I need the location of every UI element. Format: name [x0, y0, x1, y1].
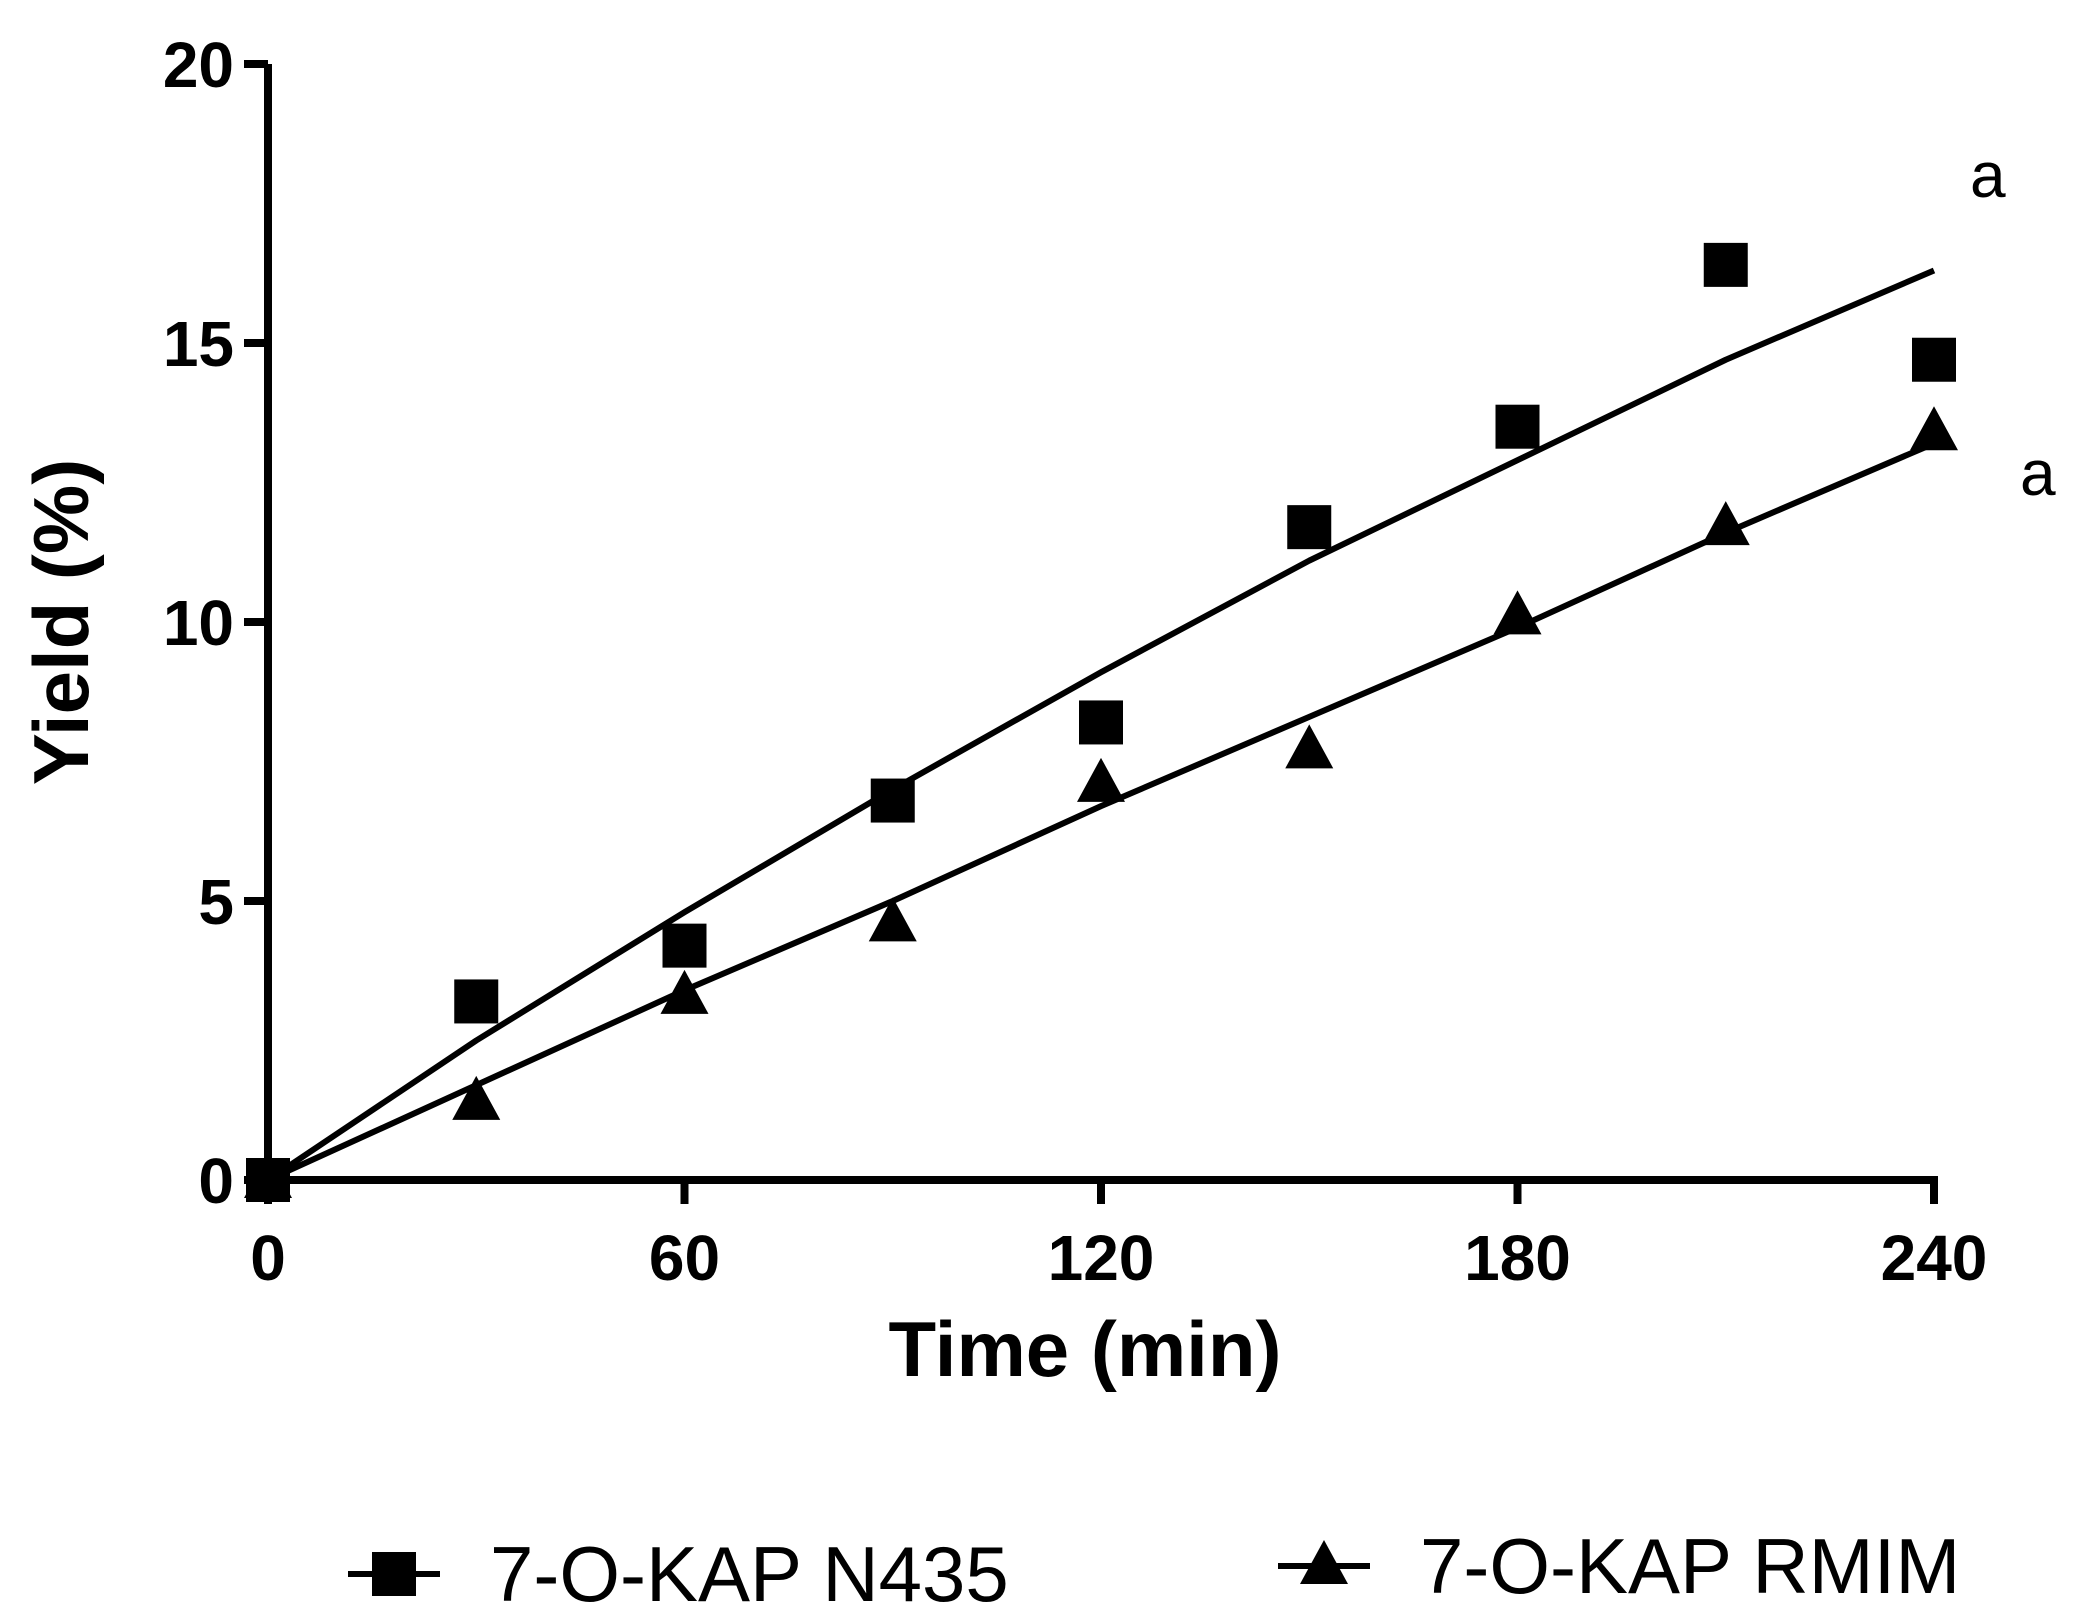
data-point-series-1: [1287, 505, 1332, 550]
data-point-series-2: [1077, 757, 1125, 802]
legend-item-series-1: 7-O-KAP N435: [348, 1530, 1009, 1618]
series-annotation-1: a: [1970, 139, 2006, 211]
data-point-series-2: [660, 969, 709, 1014]
data-markers: [244, 242, 1958, 1202]
y-tick-label: 20: [163, 29, 234, 101]
legend-label: 7-O-KAP RMIM: [1420, 1522, 1960, 1610]
legend-label: 7-O-KAP N435: [490, 1530, 1009, 1618]
x-tick-label: 180: [1464, 1222, 1571, 1294]
y-tick-label: 15: [163, 308, 234, 380]
fit-line-series-1: [266, 267, 1936, 1183]
y-tick-label: 10: [163, 587, 234, 659]
fit-lines: [266, 267, 1936, 1183]
data-point-series-1: [1079, 700, 1123, 745]
data-point-series-2: [1701, 501, 1750, 546]
data-point-series-2: [244, 1154, 292, 1198]
x-tick-label: 0: [250, 1222, 286, 1294]
data-point-series-1: [454, 979, 499, 1024]
y-axis-title: Yield (%): [17, 459, 105, 785]
legend: 7-O-KAP N435 7-O-KAP RMIM: [348, 1522, 1960, 1618]
x-axis-title: Time (min): [889, 1305, 1282, 1393]
data-point-series-1: [1495, 404, 1540, 449]
data-point-series-1: [662, 923, 707, 968]
legend-item-series-2: 7-O-KAP RMIM: [1278, 1522, 1960, 1610]
legend-marker: [372, 1552, 416, 1596]
axes: 0 5 10 15 20 0 60 120 180 240 Time (min) Yield (%): [17, 29, 1987, 1393]
series-annotations: aa: [1970, 139, 2056, 509]
data-point-series-2: [1493, 590, 1542, 635]
data-point-series-2: [452, 1075, 501, 1120]
x-tick-label: 60: [649, 1222, 720, 1294]
series-annotation-2: a: [2020, 437, 2056, 509]
x-tick-label: 240: [1881, 1222, 1988, 1294]
data-point-series-2: [1910, 406, 1958, 451]
data-point-series-1: [1912, 337, 1956, 382]
legend-marker: [1300, 1540, 1348, 1584]
data-point-series-2: [1285, 724, 1334, 769]
x-tick-label: 120: [1048, 1222, 1155, 1294]
fit-line-series-2: [266, 440, 1936, 1183]
data-point-series-1: [1703, 242, 1748, 287]
y-tick-label: 5: [198, 866, 234, 938]
data-point-series-2: [868, 897, 917, 942]
y-tick-label: 0: [198, 1145, 234, 1217]
data-point-series-1: [870, 778, 915, 823]
